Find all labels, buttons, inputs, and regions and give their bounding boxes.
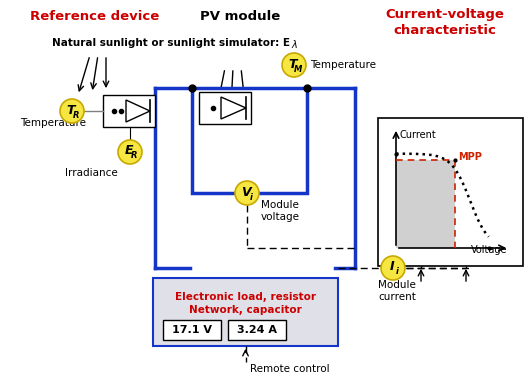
- Bar: [228, 320, 286, 340]
- Text: Temperature: Temperature: [20, 118, 86, 128]
- Bar: [103, 95, 155, 127]
- Text: Temperature: Temperature: [310, 60, 376, 70]
- Text: λ: λ: [291, 40, 297, 50]
- Text: V: V: [241, 185, 251, 199]
- Text: Module
current: Module current: [378, 280, 416, 301]
- Circle shape: [282, 53, 306, 77]
- Text: Current: Current: [400, 130, 437, 140]
- Text: M: M: [294, 65, 303, 73]
- Text: I: I: [390, 260, 394, 273]
- Text: i: i: [396, 268, 399, 276]
- Text: Current-voltage
characteristic: Current-voltage characteristic: [385, 8, 505, 37]
- Text: E: E: [125, 144, 133, 157]
- Bar: [199, 92, 251, 124]
- Text: Module
voltage: Module voltage: [261, 200, 300, 222]
- Bar: [396, 159, 455, 248]
- Text: i: i: [250, 192, 253, 202]
- Text: MPP: MPP: [458, 152, 482, 162]
- Text: Irradiance: Irradiance: [65, 168, 118, 178]
- Text: R: R: [131, 152, 138, 161]
- Bar: [153, 278, 338, 346]
- Circle shape: [235, 181, 259, 205]
- Text: R: R: [73, 111, 79, 119]
- Text: Reference device: Reference device: [30, 10, 160, 23]
- Circle shape: [60, 99, 84, 123]
- Circle shape: [381, 256, 405, 280]
- Text: Voltage: Voltage: [471, 245, 507, 255]
- Text: Remote control: Remote control: [250, 364, 329, 374]
- Text: PV module: PV module: [200, 10, 280, 23]
- Bar: [163, 320, 221, 340]
- Text: T: T: [289, 58, 297, 71]
- Bar: [192, 88, 307, 193]
- Text: 17.1 V: 17.1 V: [172, 325, 212, 335]
- Text: Electronic load, resistor: Electronic load, resistor: [175, 292, 316, 302]
- Circle shape: [118, 140, 142, 164]
- Text: T: T: [67, 104, 75, 116]
- Bar: [378, 118, 523, 266]
- Text: Natural sunlight or sunlight simulator: E: Natural sunlight or sunlight simulator: …: [52, 38, 290, 48]
- Text: Network, capacitor: Network, capacitor: [189, 305, 302, 315]
- Text: 3.24 A: 3.24 A: [237, 325, 277, 335]
